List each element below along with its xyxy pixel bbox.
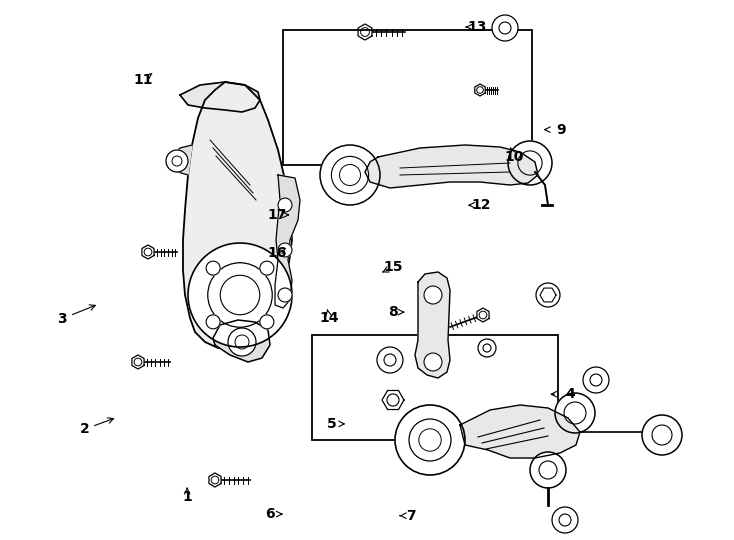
Bar [283,30,532,165]
Polygon shape [213,320,270,362]
Circle shape [478,339,496,357]
Circle shape [228,328,256,356]
Text: 13: 13 [468,20,487,34]
Circle shape [377,347,403,373]
Circle shape [424,286,442,304]
Text: 6: 6 [265,507,275,521]
Text: 2: 2 [79,422,90,436]
Circle shape [320,145,380,205]
Bar [312,335,558,440]
Polygon shape [415,272,450,378]
Polygon shape [382,390,404,409]
Text: 14: 14 [319,310,338,325]
Text: 8: 8 [388,305,398,319]
Circle shape [424,353,442,371]
Polygon shape [180,82,260,112]
Text: 4: 4 [565,387,575,401]
Circle shape [206,315,220,329]
Circle shape [278,288,292,302]
Text: 3: 3 [57,312,68,326]
Circle shape [555,393,595,433]
Text: 9: 9 [556,123,566,137]
Polygon shape [183,82,292,350]
Circle shape [278,198,292,212]
Polygon shape [275,175,300,308]
Text: 17: 17 [268,208,287,222]
Circle shape [278,243,292,257]
Circle shape [642,415,682,455]
Circle shape [530,452,566,488]
Circle shape [583,367,609,393]
Circle shape [206,261,220,275]
Text: 10: 10 [504,150,523,164]
Polygon shape [365,145,538,188]
Text: 16: 16 [268,246,287,260]
Polygon shape [172,145,192,175]
Circle shape [260,261,274,275]
Text: 15: 15 [383,260,402,274]
Circle shape [395,405,465,475]
Circle shape [166,150,188,172]
Text: 12: 12 [471,198,490,212]
Circle shape [536,283,560,307]
Text: 1: 1 [182,490,192,504]
Text: 11: 11 [134,73,153,87]
Circle shape [188,243,292,347]
Text: 5: 5 [327,417,337,431]
Circle shape [508,141,552,185]
Circle shape [260,315,274,329]
Circle shape [492,15,518,41]
Text: 7: 7 [406,509,416,523]
Circle shape [552,507,578,533]
Polygon shape [460,405,580,458]
